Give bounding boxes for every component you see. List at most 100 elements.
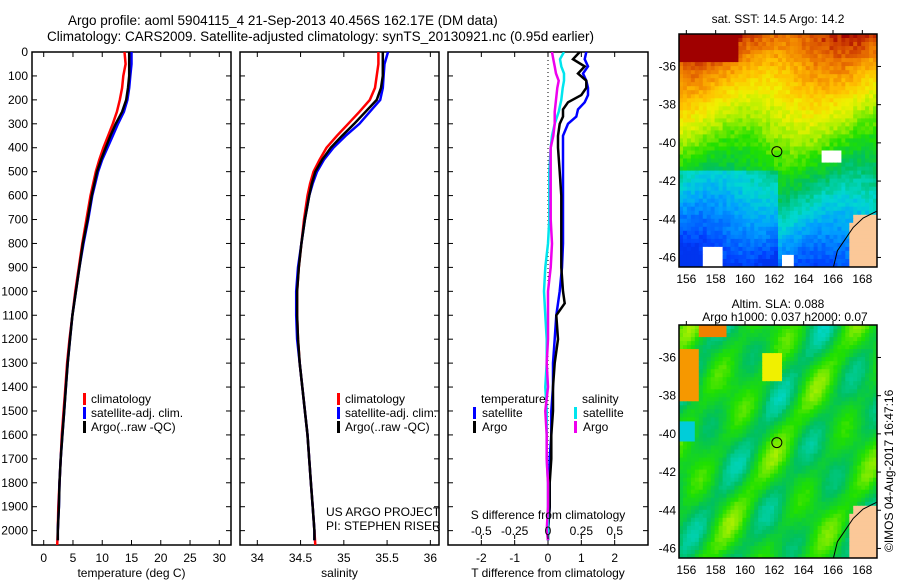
map-cell	[766, 461, 771, 467]
map-cell	[861, 234, 866, 240]
map-cell	[742, 461, 747, 467]
map-cell	[698, 345, 704, 350]
map-cell	[817, 457, 823, 463]
map-cell	[738, 349, 743, 354]
map-cell	[758, 110, 763, 115]
map-cell	[714, 449, 720, 455]
map-cell	[782, 441, 787, 447]
map-cell	[742, 218, 747, 224]
map-cell	[861, 246, 866, 252]
map-cell	[710, 174, 716, 180]
map-cell	[706, 373, 712, 378]
map-cell	[797, 78, 803, 83]
map-cell	[817, 226, 823, 232]
legend-swatch	[337, 393, 340, 405]
map-cell	[730, 142, 736, 148]
map-cell	[861, 353, 866, 358]
map-cell	[694, 186, 700, 192]
map-cell	[817, 70, 823, 75]
map-cell	[801, 130, 807, 135]
map-cell	[825, 86, 831, 91]
map-cell	[857, 106, 862, 111]
map-cell	[845, 166, 850, 172]
map-cell	[706, 118, 712, 123]
map-cell	[754, 190, 759, 196]
map-cell	[702, 178, 708, 184]
map-cell	[702, 397, 708, 402]
map-cell	[726, 405, 732, 410]
map-cell	[706, 381, 712, 386]
map-cell	[849, 90, 854, 95]
map-cell	[683, 365, 688, 370]
map-cell	[797, 34, 803, 39]
map-cell	[809, 333, 815, 338]
map-cell	[789, 34, 795, 39]
map-cell	[809, 126, 815, 131]
map-cell	[694, 421, 700, 426]
map-cell	[683, 453, 688, 459]
map-cell	[679, 413, 684, 418]
map-cell	[821, 94, 827, 99]
map-cell	[873, 58, 877, 63]
map-cell	[782, 222, 787, 228]
map-cell	[722, 329, 728, 334]
map-cell	[865, 449, 870, 455]
map-cell	[698, 389, 704, 394]
map-cell	[683, 82, 688, 87]
map-cell	[774, 222, 779, 228]
map-cell	[789, 365, 795, 370]
map-cell	[813, 357, 819, 362]
map-cell	[821, 110, 827, 115]
map-cell	[837, 337, 842, 342]
map-cell	[702, 461, 708, 467]
map-cell	[754, 246, 759, 252]
map-cell	[738, 329, 743, 334]
map-cell	[845, 198, 850, 204]
map-cell	[805, 190, 811, 196]
map-cell	[801, 393, 807, 398]
map-cell	[694, 369, 700, 374]
map-cell	[758, 365, 763, 370]
map-cell	[809, 234, 815, 240]
map-cell	[793, 170, 799, 176]
map-cell	[801, 54, 807, 59]
map-cell	[742, 417, 747, 422]
map-cell	[853, 38, 858, 43]
map-cell	[845, 385, 850, 390]
map-cell	[829, 174, 835, 180]
legend-header-salinity: salinity	[582, 392, 619, 406]
map-cell	[782, 90, 787, 95]
map-cell	[714, 369, 720, 374]
map-cell	[762, 417, 767, 422]
map-cell	[849, 46, 854, 51]
map-cell	[770, 106, 775, 111]
map-cell	[825, 190, 831, 196]
map-cell	[793, 166, 799, 172]
map-cell	[722, 90, 728, 95]
map-cell	[809, 357, 815, 362]
map-cell	[762, 254, 767, 260]
map-cell	[726, 42, 732, 47]
map-cell	[821, 357, 827, 362]
map-cell	[778, 70, 783, 75]
map-cell	[742, 138, 747, 143]
map-cell	[694, 345, 700, 350]
map-cell	[817, 250, 823, 256]
map-cell	[770, 86, 775, 91]
map-cell	[774, 158, 779, 164]
map-cell	[785, 461, 791, 467]
map-cell	[829, 405, 835, 410]
map-cell	[722, 417, 728, 422]
map-cell	[789, 353, 795, 358]
map-cell	[762, 138, 767, 143]
map-cell	[778, 138, 783, 143]
map-cell	[734, 106, 739, 111]
map-cell	[766, 210, 771, 216]
map-cell	[869, 461, 874, 467]
map-cell	[679, 158, 684, 164]
map-cell	[754, 337, 759, 342]
map-cell	[809, 38, 815, 43]
map-cell	[837, 381, 842, 386]
map-cell	[730, 345, 736, 350]
map-cell	[805, 182, 811, 188]
